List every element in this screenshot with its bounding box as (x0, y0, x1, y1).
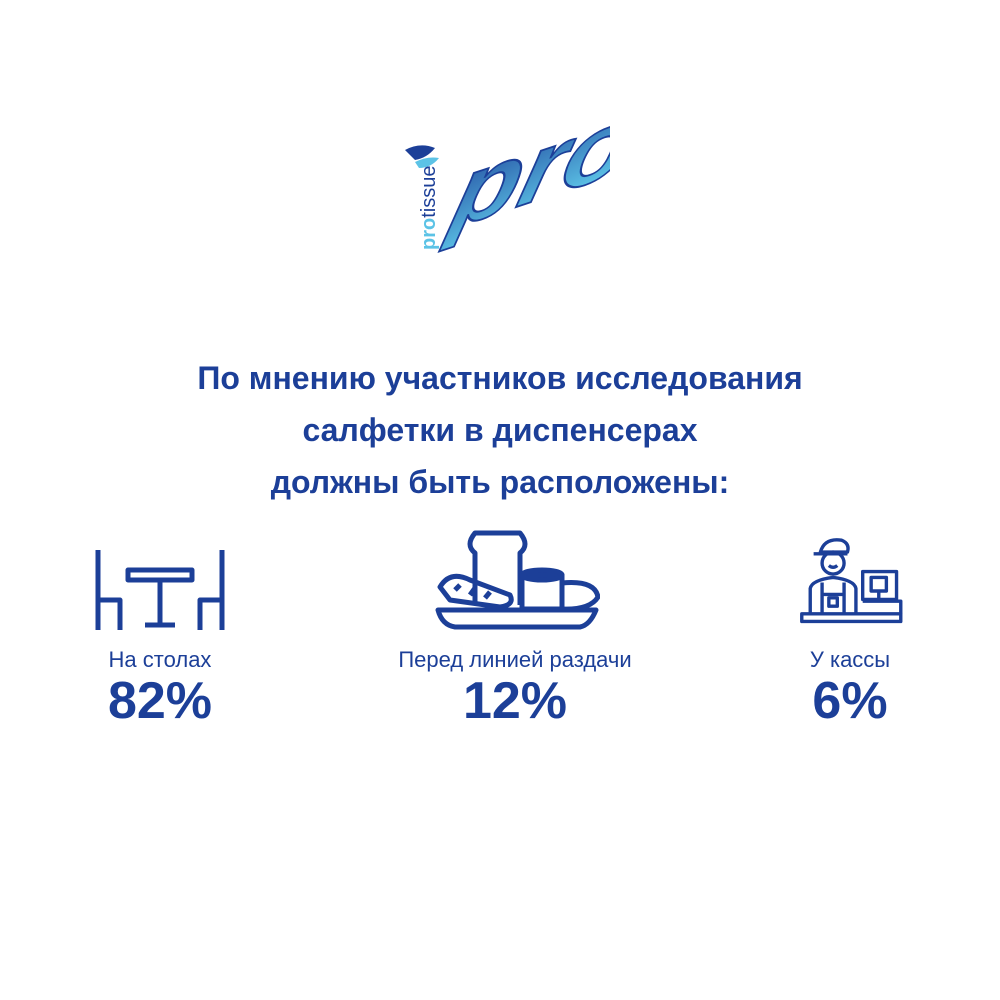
protissue-logo: protissue pro (395, 81, 649, 260)
cashier-icon (800, 538, 903, 624)
item-serving-line: Перед линией раздачи 12% (355, 525, 675, 729)
item-label: У кассы (809, 647, 891, 672)
item-label: На столах (108, 647, 212, 672)
item-value: 82% (107, 672, 213, 730)
food-tray-icon (435, 530, 600, 630)
item-tables: На столах 82% (60, 525, 260, 729)
heading-line-3: должны быть расположены: (270, 464, 730, 500)
svg-text:pro: pro (438, 100, 610, 253)
item-value: 12% (462, 672, 568, 730)
svg-text:protissue: protissue (418, 166, 440, 250)
item-checkout: У кассы 6% (750, 525, 950, 729)
heading-line-2: салфетки в диспенсерах (302, 412, 698, 448)
heading: По мнению участников исследования салфет… (0, 352, 1000, 508)
item-value: 6% (812, 672, 888, 730)
table-chairs-icon (95, 550, 225, 630)
item-label: Перед линией раздачи (398, 647, 632, 672)
heading-line-1: По мнению участников исследования (197, 360, 803, 396)
